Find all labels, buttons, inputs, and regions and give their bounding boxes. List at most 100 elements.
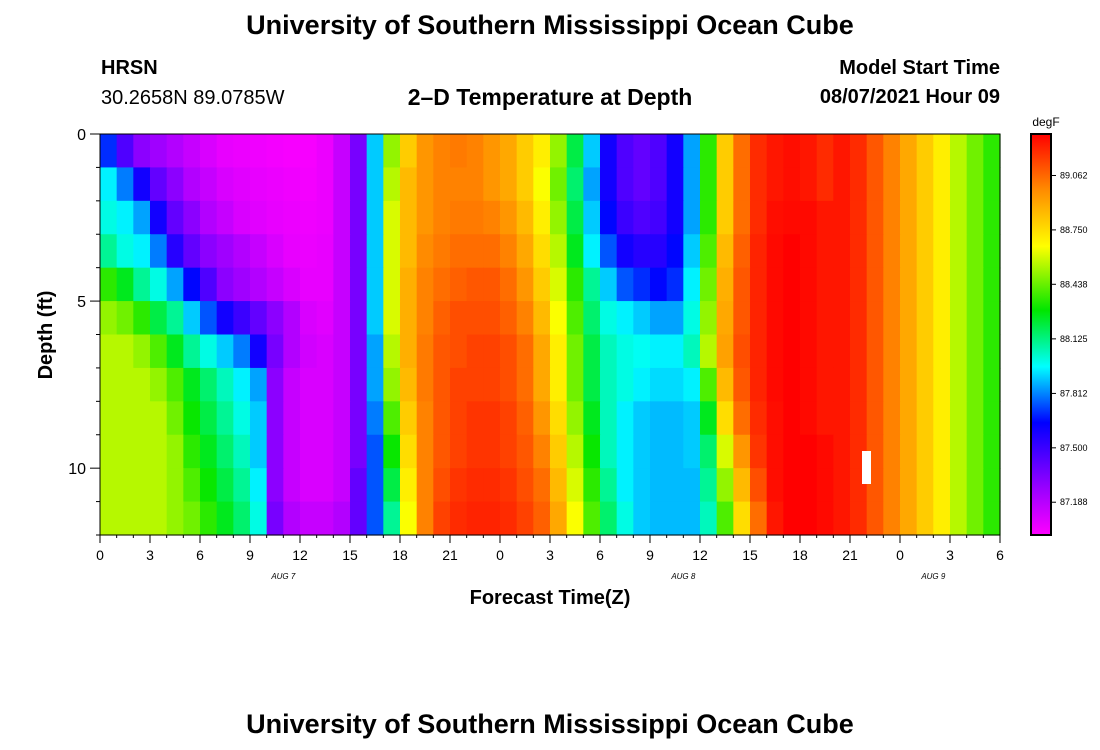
heatmap-cell xyxy=(900,367,918,402)
heatmap-cell xyxy=(300,468,318,503)
heatmap-cell xyxy=(166,468,184,503)
heatmap-cell xyxy=(850,200,868,235)
heatmap-cell xyxy=(966,334,984,369)
heatmap-cell xyxy=(916,200,934,235)
heatmap-cell xyxy=(450,234,468,269)
heatmap-cell xyxy=(366,234,384,269)
heatmap-cell xyxy=(150,468,168,503)
heatmap-cell xyxy=(483,134,501,169)
heatmap-cell xyxy=(283,501,301,536)
heatmap-cell xyxy=(533,468,551,503)
x-tick-label: 9 xyxy=(646,547,654,563)
heatmap-cell xyxy=(766,334,784,369)
heatmap-cell xyxy=(683,167,701,202)
heatmap-cell xyxy=(933,200,951,235)
heatmap-cell xyxy=(400,301,418,336)
heatmap-cell xyxy=(533,267,551,302)
heatmap-cell xyxy=(783,334,801,369)
heatmap-cell xyxy=(283,267,301,302)
heatmap-cell xyxy=(783,401,801,436)
heatmap-cell xyxy=(283,468,301,503)
heatmap-cell xyxy=(366,167,384,202)
heatmap-cell xyxy=(650,401,668,436)
heatmap-cell xyxy=(783,200,801,235)
heatmap-cell xyxy=(133,200,151,235)
heatmap-cell xyxy=(133,501,151,536)
heatmap-cell xyxy=(516,234,534,269)
heatmap-cell xyxy=(583,234,601,269)
heatmap-cell xyxy=(666,434,684,469)
heatmap-cell xyxy=(183,167,201,202)
heatmap-cell xyxy=(900,301,918,336)
heatmap-cell xyxy=(550,401,568,436)
heatmap-cell xyxy=(383,234,401,269)
heatmap-cell xyxy=(750,234,768,269)
heatmap-cell xyxy=(483,434,501,469)
heatmap-cell xyxy=(116,234,134,269)
heatmap-cell xyxy=(683,434,701,469)
heatmap-cell xyxy=(600,267,618,302)
heatmap-cell xyxy=(550,468,568,503)
heatmap-cell xyxy=(150,501,168,536)
heatmap-cell xyxy=(366,434,384,469)
heatmap-cell xyxy=(933,401,951,436)
heatmap-cell xyxy=(916,167,934,202)
heatmap-cell xyxy=(866,200,884,235)
heatmap-cell xyxy=(566,200,584,235)
heatmap-cell xyxy=(600,334,618,369)
heatmap-cell xyxy=(466,234,484,269)
heatmap-cell xyxy=(733,468,751,503)
heatmap-cell xyxy=(416,434,434,469)
heatmap-cell xyxy=(816,234,834,269)
heatmap-cell xyxy=(666,468,684,503)
heatmap-cell xyxy=(950,200,968,235)
heatmap-cell xyxy=(183,434,201,469)
heatmap-cell xyxy=(666,167,684,202)
heatmap-cell xyxy=(350,468,368,503)
heatmap-cell xyxy=(683,134,701,169)
heatmap-cell xyxy=(550,434,568,469)
heatmap-cell xyxy=(433,367,451,402)
heatmap-cell xyxy=(150,401,168,436)
heatmap-cell xyxy=(600,401,618,436)
heatmap-cell xyxy=(333,468,351,503)
heatmap-cell xyxy=(966,200,984,235)
heatmap-cell xyxy=(466,334,484,369)
heatmap-cell xyxy=(100,200,118,235)
heatmap-cell xyxy=(483,167,501,202)
heatmap-cell xyxy=(833,468,851,503)
heatmap-cell xyxy=(800,334,818,369)
heatmap-cell xyxy=(300,434,318,469)
heatmap-cell xyxy=(500,301,518,336)
heatmap-cell xyxy=(233,334,251,369)
heatmap-cell xyxy=(216,334,234,369)
y-tick-label: 5 xyxy=(77,294,86,311)
heatmap-cell xyxy=(233,200,251,235)
heatmap-cell xyxy=(200,434,218,469)
y-tick-label: 10 xyxy=(68,461,86,478)
heatmap-cell xyxy=(983,200,1001,235)
heatmap-cell xyxy=(433,434,451,469)
heatmap-cell xyxy=(950,301,968,336)
heatmap-cell xyxy=(366,401,384,436)
heatmap-cell xyxy=(316,334,334,369)
heatmap-cell xyxy=(433,334,451,369)
heatmap-cell xyxy=(683,401,701,436)
heatmap-cell xyxy=(200,134,218,169)
heatmap-cell xyxy=(366,468,384,503)
heatmap-cell xyxy=(916,434,934,469)
heatmap-cell xyxy=(133,367,151,402)
heatmap-cell xyxy=(400,267,418,302)
heatmap-cell xyxy=(583,401,601,436)
heatmap-cell xyxy=(716,134,734,169)
heatmap-cell xyxy=(900,468,918,503)
heatmap-cell xyxy=(333,200,351,235)
colorbar-tick-label: 87.812 xyxy=(1060,388,1088,398)
heatmap-cell xyxy=(300,234,318,269)
heatmap-cell xyxy=(183,501,201,536)
heatmap-cell xyxy=(566,301,584,336)
heatmap-cell xyxy=(300,134,318,169)
heatmap-cell xyxy=(500,468,518,503)
heatmap-cell xyxy=(616,200,634,235)
heatmap-cell xyxy=(783,134,801,169)
